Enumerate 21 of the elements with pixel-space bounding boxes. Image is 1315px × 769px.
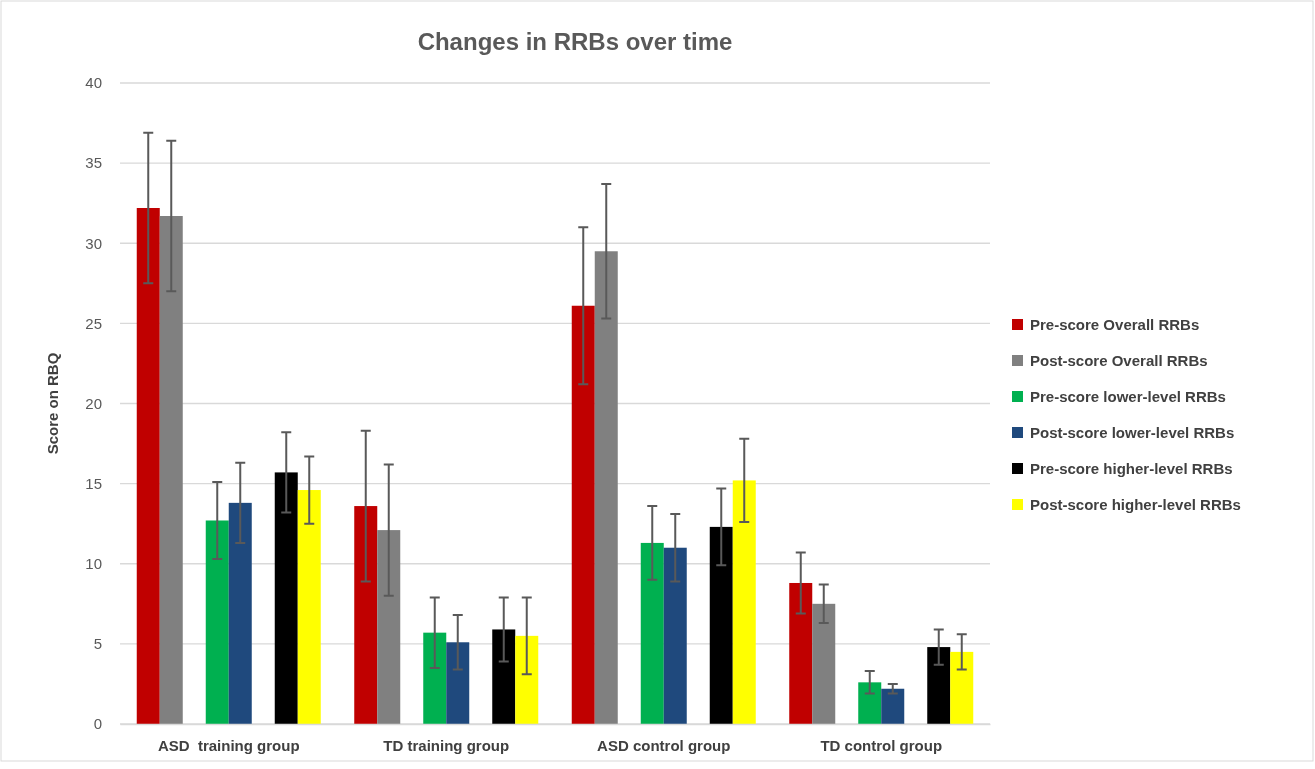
y-tick-label: 15 xyxy=(85,474,102,492)
legend-label: Post-score higher-level RRBs xyxy=(1030,496,1241,513)
x-tick-label: ASD training group xyxy=(157,736,300,754)
y-tick-label: 0 xyxy=(93,715,102,733)
x-tick-label: TD training group xyxy=(383,736,510,754)
legend-label: Post-score lower-level RRBs xyxy=(1030,424,1235,441)
y-tick-label: 40 xyxy=(85,74,102,92)
y-tick-label: 10 xyxy=(85,555,102,573)
y-tick-label: 35 xyxy=(85,154,102,172)
x-tick-label: TD control group xyxy=(820,736,943,754)
x-tick-label: ASD control group xyxy=(597,736,731,754)
legend-label: Pre-score Overall RRBs xyxy=(1030,316,1200,333)
legend-label: Pre-score higher-level RRBs xyxy=(1030,460,1233,477)
y-tick-label: 30 xyxy=(85,234,102,252)
chart-title: Changes in RRBs over time xyxy=(417,28,733,55)
legend-label: Post-score Overall RRBs xyxy=(1030,352,1208,369)
y-tick-label: 20 xyxy=(85,394,102,412)
y-tick-label: 25 xyxy=(85,314,102,332)
y-tick-label: 5 xyxy=(93,635,102,653)
y-axis-title: Score on RBQ xyxy=(44,352,61,455)
legend-label: Pre-score lower-level RRBs xyxy=(1030,388,1226,405)
